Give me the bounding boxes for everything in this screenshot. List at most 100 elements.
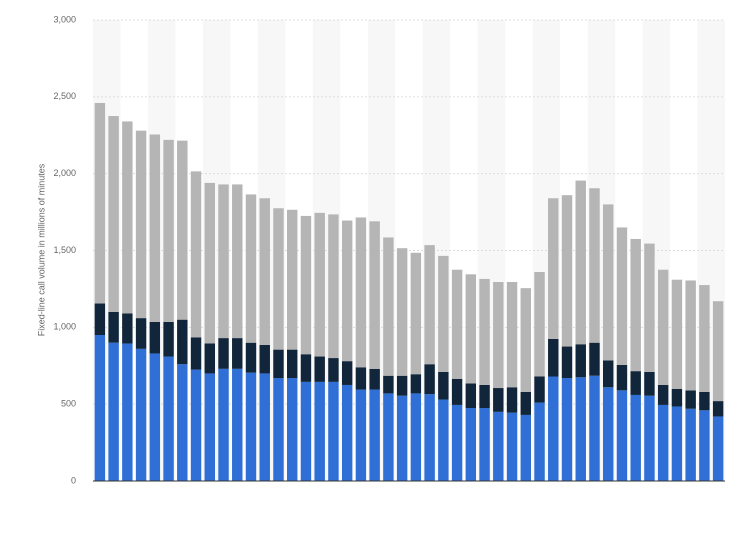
bar-segment [94, 303, 106, 336]
bar-segment [561, 346, 573, 379]
bar-segment [589, 375, 600, 481]
bar-segment [424, 364, 435, 395]
bar-segment [273, 208, 284, 350]
bar-segment [135, 348, 147, 481]
bar-segment [355, 389, 367, 481]
bar-segment [163, 321, 174, 357]
bar-segment [383, 375, 394, 394]
bar-segment [534, 272, 545, 377]
bar-segment [520, 288, 532, 392]
bar-segment [630, 394, 641, 481]
bar-segment [286, 209, 298, 350]
bar-segment [122, 343, 133, 481]
bar-segment [479, 384, 490, 409]
bar-segment [341, 361, 353, 385]
bar-segment [149, 134, 161, 322]
bar-segment [685, 390, 696, 409]
bar-segment [699, 391, 710, 411]
bar-segment [644, 243, 655, 372]
bar-segment [424, 394, 435, 481]
bar-segment [548, 338, 559, 377]
y-tick-label: 500 [61, 399, 76, 409]
bar-segment [135, 318, 147, 349]
bar-segment [232, 184, 243, 339]
bar-segment [369, 389, 380, 481]
bar-segment [163, 139, 174, 322]
bar-segment [671, 388, 683, 407]
bar-segment [630, 238, 641, 372]
bar-segment [273, 378, 284, 481]
bar-segment [548, 198, 559, 339]
y-tick-label: 0 [71, 475, 76, 485]
bar-segment [218, 184, 229, 339]
bar-segment [410, 374, 422, 394]
bar-segment [451, 269, 463, 379]
bar-segment [493, 388, 504, 412]
bar-segment [122, 121, 133, 314]
bar-segment [396, 395, 408, 481]
bar-segment [149, 353, 161, 481]
bar-segment [630, 371, 641, 395]
bar-segment [575, 377, 586, 481]
bar-segment [204, 182, 216, 344]
bar-segment [712, 401, 724, 417]
bar-segment [383, 393, 394, 481]
bar-segment [314, 381, 325, 481]
y-tick-label: 3,000 [53, 14, 76, 24]
y-tick-label: 1,500 [53, 245, 76, 255]
y-tick-label: 2,000 [53, 168, 76, 178]
bar-segment [616, 364, 628, 391]
bar-segment [438, 371, 449, 400]
bar-segment [135, 130, 147, 319]
bar-segment [369, 221, 380, 369]
bar-segment [245, 372, 257, 481]
bar-segment [286, 349, 298, 379]
bar-segment [232, 368, 243, 481]
bar-segment [671, 279, 683, 389]
bar-segment [520, 414, 532, 481]
bar-segment [273, 349, 284, 379]
bar-segment [300, 354, 312, 382]
bar-segment [245, 194, 257, 343]
bar-segment [286, 378, 298, 481]
bar-segment [465, 383, 477, 409]
bar-segment [506, 387, 518, 413]
bar-segment [218, 368, 229, 481]
bar-segment [465, 408, 477, 481]
bar-segment [479, 278, 490, 385]
bar-segment [355, 217, 367, 368]
bar-segment [204, 373, 216, 481]
bar-segment [616, 390, 628, 481]
bar-segment [616, 227, 628, 365]
bar-segment [396, 375, 408, 396]
bar-segment [520, 391, 532, 415]
bar-segment [177, 140, 188, 320]
bar-segment [589, 342, 600, 376]
bar-segment [561, 378, 573, 481]
bar-segment [424, 245, 435, 365]
bar-segment [190, 171, 202, 338]
bar-segment [602, 360, 614, 388]
bar-segment [314, 212, 325, 357]
bar-segment [369, 368, 380, 390]
bar-segment [300, 215, 312, 355]
bar-segment [451, 404, 463, 481]
bar-segment [259, 373, 270, 481]
bar-segment [245, 342, 257, 373]
bar-segment [657, 269, 669, 385]
bar-segment [341, 384, 353, 481]
bar-segment [438, 399, 449, 481]
bar-segment [699, 410, 710, 481]
bar-segment [149, 321, 161, 354]
bar-segment [328, 381, 339, 481]
bar-segment [589, 188, 600, 343]
y-tick-label: 2,500 [53, 91, 76, 101]
bar-segment [644, 371, 655, 396]
bar-segment [712, 301, 724, 402]
bar-segment [548, 376, 559, 481]
bar-segment [108, 342, 119, 481]
bar-segment [122, 313, 133, 344]
y-tick-label: 1,000 [53, 322, 76, 332]
bar-segment [438, 255, 449, 372]
bar-segment [259, 198, 270, 346]
